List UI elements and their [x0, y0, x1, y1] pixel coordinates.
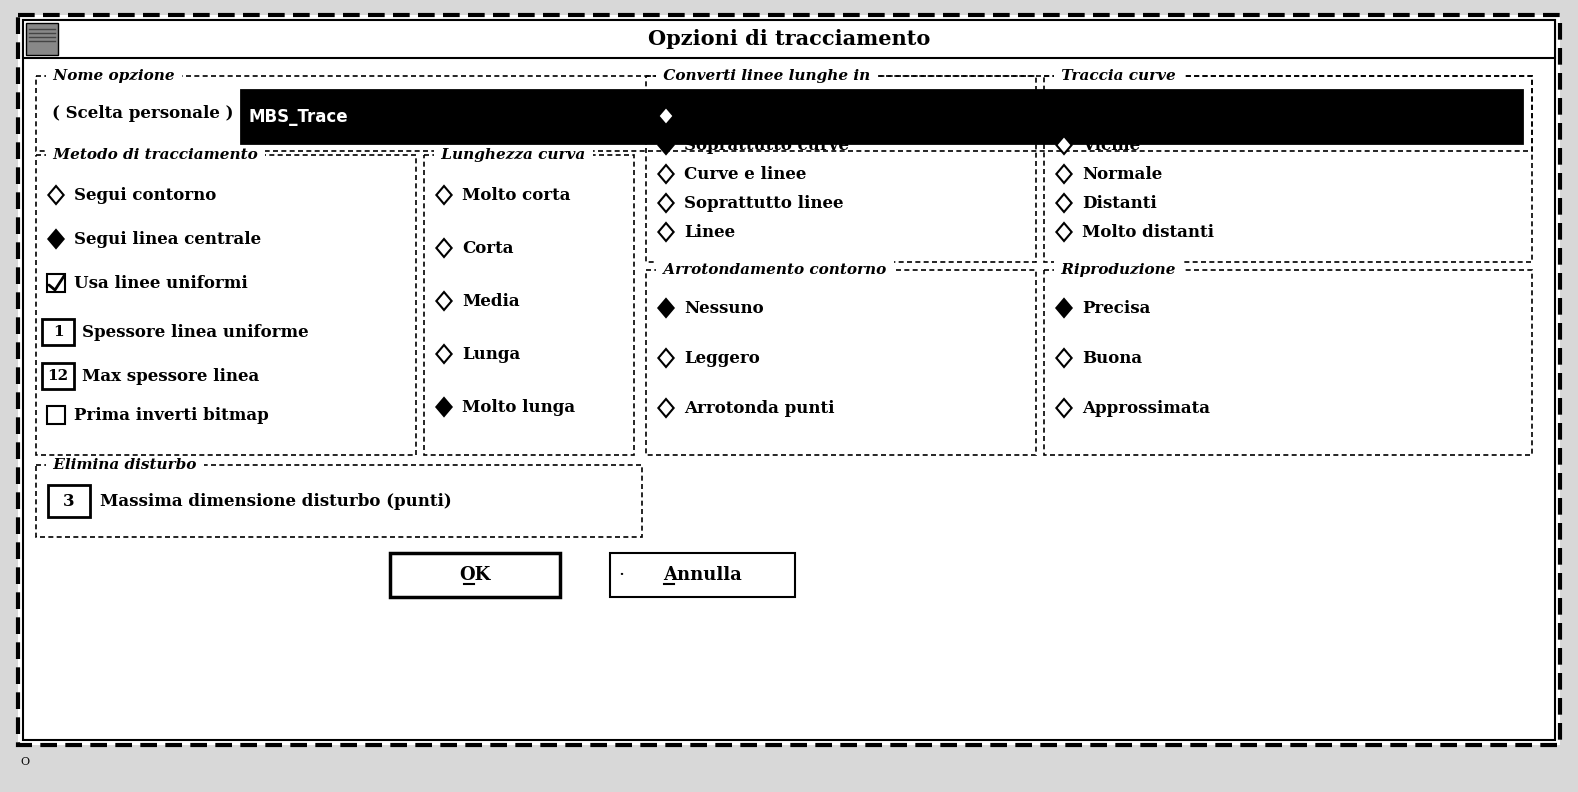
- Text: Nessuno: Nessuno: [683, 299, 764, 317]
- Polygon shape: [658, 107, 674, 125]
- Text: Distanti: Distanti: [1083, 195, 1157, 211]
- Bar: [611, 553, 795, 597]
- Polygon shape: [1056, 399, 1071, 417]
- Bar: [1045, 76, 1532, 262]
- Polygon shape: [437, 186, 451, 204]
- Polygon shape: [1056, 194, 1071, 212]
- Bar: [1045, 270, 1532, 455]
- Text: Approssimata: Approssimata: [1083, 399, 1210, 417]
- Text: Molto lunga: Molto lunga: [462, 398, 574, 416]
- Text: Curve e linee: Curve e linee: [683, 166, 806, 182]
- Polygon shape: [1056, 165, 1071, 183]
- Text: Molto distanti: Molto distanti: [1083, 223, 1213, 241]
- Bar: [241, 90, 1523, 143]
- Polygon shape: [1056, 107, 1071, 125]
- Text: Linee: Linee: [683, 223, 735, 241]
- Text: Riproduzione: Riproduzione: [1056, 263, 1180, 277]
- Polygon shape: [49, 230, 63, 248]
- Bar: [24, 20, 1554, 58]
- Bar: [390, 553, 560, 597]
- Text: 1: 1: [52, 325, 63, 339]
- Polygon shape: [1056, 223, 1071, 241]
- Text: MBS_Trace: MBS_Trace: [249, 108, 349, 125]
- Polygon shape: [437, 292, 451, 310]
- Text: Segui linea centrale: Segui linea centrale: [74, 230, 260, 248]
- Bar: [47, 485, 90, 517]
- Text: Lunghezza curva: Lunghezza curva: [436, 148, 590, 162]
- Text: Buona: Buona: [1083, 349, 1142, 367]
- Text: Nome opzione: Nome opzione: [47, 69, 180, 83]
- Text: Vicine: Vicine: [1083, 136, 1141, 154]
- Text: Arrotondamento contorno: Arrotondamento contorno: [658, 263, 892, 277]
- Text: Traccia curve: Traccia curve: [1056, 69, 1180, 83]
- Bar: [47, 274, 65, 292]
- Text: Precisa: Precisa: [1083, 299, 1150, 317]
- Polygon shape: [658, 223, 674, 241]
- Bar: [645, 270, 1037, 455]
- Text: Curve: Curve: [683, 108, 739, 124]
- Bar: [43, 319, 74, 345]
- Bar: [36, 465, 642, 537]
- Bar: [36, 155, 417, 455]
- Text: 3: 3: [63, 493, 74, 509]
- Text: Soprattutto linee: Soprattutto linee: [683, 195, 844, 211]
- Text: Segui contorno: Segui contorno: [74, 186, 216, 204]
- Polygon shape: [437, 398, 451, 416]
- Text: Usa linee uniformi: Usa linee uniformi: [74, 275, 248, 291]
- Bar: [25, 23, 58, 55]
- Bar: [36, 76, 1532, 151]
- Text: Annulla: Annulla: [663, 566, 742, 584]
- Polygon shape: [49, 186, 63, 204]
- Polygon shape: [658, 194, 674, 212]
- Text: Soprattutto curve: Soprattutto curve: [683, 136, 849, 154]
- Text: Max spessore linea: Max spessore linea: [82, 367, 259, 384]
- Text: Corta: Corta: [462, 239, 513, 257]
- Text: Converti linee lunghe in: Converti linee lunghe in: [658, 69, 876, 83]
- Polygon shape: [658, 349, 674, 367]
- Text: ·: ·: [619, 566, 625, 584]
- Text: Prima inverti bitmap: Prima inverti bitmap: [74, 406, 268, 424]
- Text: ( Scelta personale ): ( Scelta personale ): [52, 105, 234, 122]
- Polygon shape: [437, 345, 451, 363]
- Text: Elimina disturbo: Elimina disturbo: [47, 458, 202, 472]
- Text: Molto vicine: Molto vicine: [1083, 108, 1198, 124]
- Polygon shape: [1056, 299, 1071, 317]
- Text: Spessore linea uniforme: Spessore linea uniforme: [82, 323, 309, 341]
- Text: Opzioni di tracciamento: Opzioni di tracciamento: [649, 29, 929, 49]
- Polygon shape: [658, 299, 674, 317]
- Text: Molto corta: Molto corta: [462, 186, 571, 204]
- Text: Massima dimensione disturbo (punti): Massima dimensione disturbo (punti): [99, 493, 451, 509]
- Polygon shape: [437, 239, 451, 257]
- Polygon shape: [658, 165, 674, 183]
- Text: 12: 12: [47, 369, 68, 383]
- Text: O: O: [21, 757, 28, 767]
- Bar: [47, 406, 65, 424]
- Text: Metodo di tracciamento: Metodo di tracciamento: [47, 148, 264, 162]
- Polygon shape: [658, 399, 674, 417]
- Text: Lunga: Lunga: [462, 345, 521, 363]
- Bar: [645, 76, 1037, 262]
- Polygon shape: [658, 136, 674, 154]
- Text: OK: OK: [459, 566, 491, 584]
- Text: Arrotonda punti: Arrotonda punti: [683, 399, 835, 417]
- Polygon shape: [1056, 136, 1071, 154]
- Text: Leggero: Leggero: [683, 349, 759, 367]
- Text: Normale: Normale: [1083, 166, 1163, 182]
- Bar: [424, 155, 634, 455]
- Polygon shape: [1056, 349, 1071, 367]
- Text: Media: Media: [462, 292, 519, 310]
- Bar: [43, 363, 74, 389]
